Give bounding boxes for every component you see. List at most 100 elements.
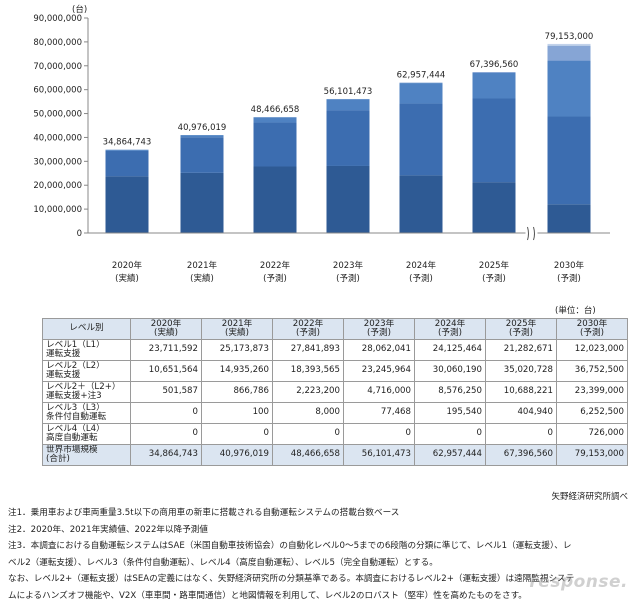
bar-segment: [106, 176, 149, 233]
table-cell: 30,060,190: [415, 361, 486, 382]
bar-segment: [473, 98, 516, 182]
table-row-label: 世界市場規模(合計): [43, 445, 131, 466]
bar-segment: [254, 123, 297, 167]
table-cell: 195,540: [415, 403, 486, 424]
x-tick-status: (予測): [263, 273, 287, 284]
table-cell: 404,940: [486, 403, 557, 424]
table-column-header-line: (実績): [134, 329, 198, 339]
note-line: 注3．本調査における自動運転システムはSAE（米国自動車技術協会）の自動化レベル…: [8, 538, 633, 555]
bar-segment: [106, 150, 149, 151]
table-cell: 10,688,221: [486, 382, 557, 403]
table-cell: 48,466,658: [273, 445, 344, 466]
y-tick-label: 30,000,000: [33, 157, 82, 167]
bar-segment: [548, 61, 591, 117]
table-cell: 18,393,565: [273, 361, 344, 382]
table-row-label-line: 高度自動運転: [46, 434, 127, 444]
stacked-bar-chart: (台) 010,000,00020,000,00030,000,00040,00…: [0, 0, 640, 300]
table-row-label-line: 条件付自動運転: [46, 413, 127, 423]
table-row-label: レベル2（L2）運転支援: [43, 361, 131, 382]
table-row-label-line: (合計): [46, 455, 127, 465]
x-tick-label: 2030年: [554, 260, 585, 271]
table-column-header: 2020年(実績): [131, 319, 202, 340]
table-cell: 8,576,250: [415, 382, 486, 403]
unit-note: (単位：台): [555, 304, 596, 316]
y-tick-label: 0: [77, 229, 82, 239]
y-tick-label: 70,000,000: [33, 62, 82, 72]
source-note: 矢野経済研究所調べ: [551, 490, 628, 502]
bar-segment: [548, 204, 591, 233]
table-cell: 6,252,500: [557, 403, 628, 424]
total-label: 67,396,560: [470, 60, 519, 70]
table-cell: 79,153,000: [557, 445, 628, 466]
table-row-label: レベル3（L3）条件付自動運転: [43, 403, 131, 424]
table-cell: 726,000: [557, 424, 628, 445]
bar-segment: [327, 166, 370, 233]
note-line: 注2．2020年、2021年実績値、2022年以降予測値: [8, 522, 633, 539]
x-tick-status: (実績): [115, 273, 139, 284]
x-tick-label: 2025年: [479, 260, 510, 271]
table-cell: 40,976,019: [202, 445, 273, 466]
table-cell: 23,245,964: [344, 361, 415, 382]
data-table: レベル別 2020年(実績)2021年(実績)2022年(予測)2023年(予測…: [42, 318, 628, 466]
total-label: 56,101,473: [324, 87, 373, 97]
bar-segment: [473, 73, 516, 99]
table-column-header-line: (予測): [347, 329, 411, 339]
bar-segment: [106, 151, 149, 176]
table-column-header-line: (予測): [418, 329, 482, 339]
table-cell: 62,957,444: [415, 445, 486, 466]
table-column-header: 2025年(予測): [486, 319, 557, 340]
y-tick-label: 80,000,000: [33, 38, 82, 48]
bar-segment: [254, 117, 297, 122]
table-cell: 0: [415, 424, 486, 445]
x-tick-label: 2020年: [112, 260, 143, 271]
y-tick-label: 90,000,000: [33, 14, 82, 24]
bar-segment: [548, 44, 591, 46]
table-row-label: レベル2＋（L2+）運転支援+注3: [43, 382, 131, 403]
total-label: 62,957,444: [397, 71, 446, 81]
table-cell: 77,468: [344, 403, 415, 424]
table-cell: 0: [131, 424, 202, 445]
total-label: 34,864,743: [103, 138, 152, 148]
x-tick-label: 2021年: [187, 260, 218, 271]
table-cell: 4,716,000: [344, 382, 415, 403]
table-column-header: 2022年(予測): [273, 319, 344, 340]
table-row-label: レベル1（L1）運転支援: [43, 340, 131, 361]
table-header-row: レベル別 2020年(実績)2021年(実績)2022年(予測)2023年(予測…: [43, 319, 628, 340]
table-cell: 10,651,564: [131, 361, 202, 382]
table-column-header: 2021年(実績): [202, 319, 273, 340]
bar-segment: [473, 182, 516, 233]
bar-segment: [400, 83, 443, 103]
bar-segment: [548, 116, 591, 204]
y-tick-label: 10,000,000: [33, 205, 82, 215]
watermark-logo: response.: [529, 572, 628, 592]
table-header-label: レベル別: [43, 319, 131, 340]
table-cell: 21,282,671: [486, 340, 557, 361]
x-tick-status: (実績): [190, 273, 214, 284]
table-cell: 14,935,260: [202, 361, 273, 382]
bar-segment: [327, 99, 370, 110]
x-tick-status: (予測): [409, 273, 433, 284]
table-cell: 24,125,464: [415, 340, 486, 361]
table-column-header-line: (予測): [489, 329, 553, 339]
table-cell: 100: [202, 403, 273, 424]
table-cell: 23,399,000: [557, 382, 628, 403]
table-row-label: レベル4（L4）高度自動運転: [43, 424, 131, 445]
table-cell: 27,841,893: [273, 340, 344, 361]
table-column-header-line: (実績): [205, 329, 269, 339]
x-tick-label: 2022年: [260, 260, 291, 271]
bar-segment: [400, 175, 443, 233]
bars: [106, 44, 591, 233]
table-cell: 34,864,743: [131, 445, 202, 466]
bar-segment: [473, 72, 516, 73]
y-tick-label: 40,000,000: [33, 133, 82, 143]
x-tick-label: 2024年: [406, 260, 437, 271]
table-cell: 866,786: [202, 382, 273, 403]
note-line: 注1．乗用車および車両重量3.5t以下の商用車の新車に搭載される自動運転システム…: [8, 505, 633, 522]
bar-segment: [181, 135, 224, 137]
table-row-label-line: 運転支援+注3: [46, 392, 127, 402]
bar-segment: [548, 46, 591, 61]
